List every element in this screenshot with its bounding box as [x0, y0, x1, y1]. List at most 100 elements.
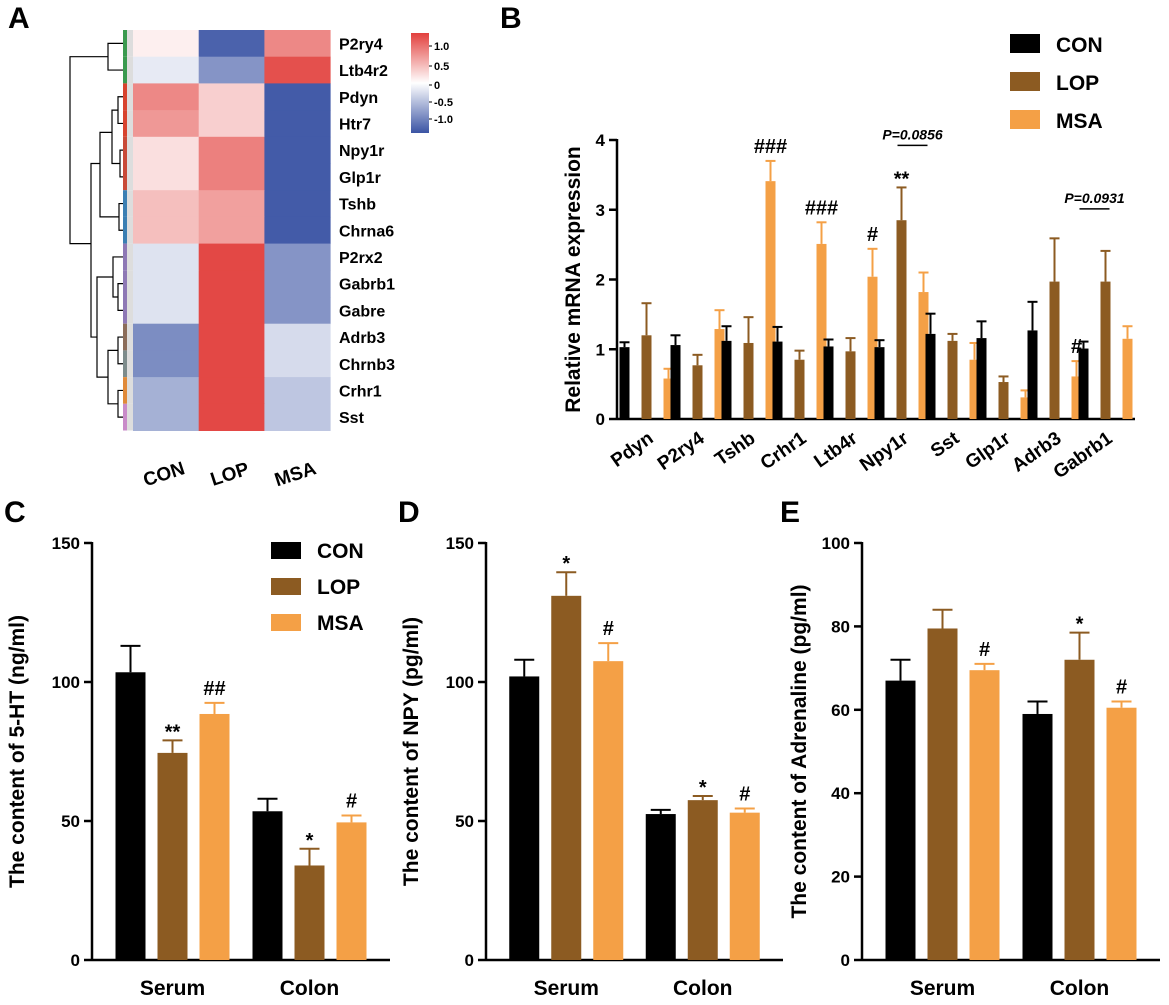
bar-con-pdyn: [619, 347, 630, 419]
heatmap-cell: [133, 83, 200, 111]
bar-con-colon: [252, 811, 283, 960]
bar-msa-pdyn: [663, 378, 674, 419]
bar-lop-sst: [947, 340, 958, 419]
dendrogram-branch: [117, 336, 123, 365]
y-tick-label: 0: [841, 951, 850, 970]
significance-mark: #: [867, 224, 878, 246]
significance-mark: #: [1116, 676, 1127, 698]
legend-swatch-msa: [1010, 110, 1040, 129]
legend-swatch-con: [1010, 34, 1040, 53]
row-label-glp1r: Glp1r: [339, 170, 381, 187]
bar-msa-crhr1: [816, 243, 827, 419]
heatmap-cell: [198, 377, 265, 405]
heatmap-cell: [133, 350, 200, 378]
bar-con-serum: [115, 672, 146, 960]
heatmap-cell: [133, 297, 200, 325]
column-label-lop: LOP: [208, 459, 252, 491]
heatmap-cell: [198, 110, 265, 138]
y-tick-label: 100: [822, 534, 850, 553]
significance-mark: *: [562, 553, 570, 575]
heatmap-cell: [264, 350, 331, 378]
heatmap-cell: [133, 30, 200, 58]
row-group-gap: [127, 216, 133, 244]
y-tick-label: 100: [446, 673, 474, 692]
heatmap-cell: [264, 403, 331, 431]
row-group-bar: [123, 403, 127, 431]
x-tick-label-p2ry4: P2ry4: [654, 428, 709, 475]
row-group-gap: [127, 323, 133, 351]
heatmap-cell: [198, 83, 265, 111]
legend-label-msa: MSA: [317, 612, 364, 635]
bar-msa-gabrb1: [1122, 338, 1133, 419]
bar-msa-tshb: [765, 181, 776, 419]
heatmap-cell: [198, 216, 265, 245]
heatmap-cell: [133, 270, 200, 298]
row-group-gap: [127, 136, 133, 164]
heatmap-cell: [264, 377, 331, 405]
x-tick-label-colon: Colon: [280, 977, 339, 1000]
heatmap-cell: [264, 216, 331, 245]
bar-msa-colon: [729, 812, 760, 960]
legend-swatch-msa: [271, 614, 301, 631]
bar-lop-p2ry4: [692, 365, 703, 419]
x-tick-label-sst: Sst: [927, 428, 964, 463]
dendrogram-branch: [99, 131, 119, 218]
row-label-adrb3: Adrb3: [339, 330, 385, 347]
row-group-bar: [123, 270, 127, 297]
y-tick-label: 50: [455, 812, 474, 831]
y-tick-label: 80: [831, 617, 850, 636]
x-tick-label-crhr1: Crhr1: [757, 428, 811, 475]
significance-mark: ###: [754, 136, 787, 158]
bar-lop-ltb4r: [845, 351, 856, 419]
bar-lop-npy1r: [896, 220, 907, 419]
heatmap-cell: [198, 163, 265, 191]
legend-label-con: CON: [317, 540, 364, 563]
heatmap-cell: [198, 297, 265, 325]
bar-lop-serum: [157, 752, 188, 960]
bar-msa-adrb3: [1071, 376, 1082, 419]
bar-msa-serum: [969, 670, 1000, 960]
bar-msa-p2ry4: [714, 329, 725, 419]
row-group-gap: [127, 243, 133, 271]
heatmap-cell: [133, 136, 200, 164]
y-tick-label: 2: [596, 271, 605, 290]
heatmap-cell: [264, 56, 331, 84]
dendrogram-branch: [119, 149, 123, 178]
x-tick-label-ltb4r: Ltb4r: [810, 428, 861, 473]
y-tick-label: 150: [52, 534, 80, 553]
row-group-gap: [127, 403, 133, 431]
row-group-bar: [123, 216, 127, 244]
heatmap-cell: [264, 270, 331, 298]
legend-label-lop: LOP: [1056, 72, 1099, 95]
heatmap-cell: [198, 190, 265, 218]
row-group-bar: [123, 110, 127, 137]
column-label-msa: MSA: [272, 458, 319, 491]
bar-msa-glp1r: [1020, 397, 1031, 419]
y-axis-title: The content of NPY (pg/ml): [400, 617, 423, 886]
bar-con-serum: [509, 676, 540, 960]
y-tick-label: 20: [831, 868, 850, 887]
row-label-pdyn: Pdyn: [339, 90, 378, 107]
bar-msa-serum: [593, 661, 624, 960]
heatmap-cell: [133, 243, 200, 271]
bar-lop-serum: [927, 628, 958, 960]
legend-label-con: CON: [1056, 34, 1103, 57]
heatmap-panel-a: A P2ry4 Ltb4r2 Pdyn Htr7 Npy1r Glp1r Tshb Chrna6…: [8, 2, 453, 491]
row-group-gap: [127, 377, 133, 404]
significance-mark: *: [306, 830, 314, 852]
y-axis-title: The content of 5-HT (ng/ml): [6, 615, 29, 888]
bar-chart-panel-e: E 0 20 40 60 80 100 The content of Adrenaline (…: [780, 496, 1160, 1000]
heatmap-cell: [264, 83, 331, 111]
color-scale-bar: [411, 33, 429, 133]
bar-msa-npy1r: [918, 292, 929, 419]
x-tick-label-gabrb1: Gabrb1: [1050, 428, 1117, 484]
row-group-bar: [123, 297, 127, 324]
bar-con-npy1r: [874, 347, 885, 419]
heatmap-cell: [264, 163, 331, 191]
row-label-ltb4r2: Ltb4r2: [339, 63, 388, 80]
y-axis-title: Relative mRNA expression: [562, 146, 585, 413]
bar-con-ltb4r: [823, 346, 834, 419]
x-tick-label-glp1r: Glp1r: [962, 428, 1015, 474]
y-tick-label: 60: [831, 701, 850, 720]
